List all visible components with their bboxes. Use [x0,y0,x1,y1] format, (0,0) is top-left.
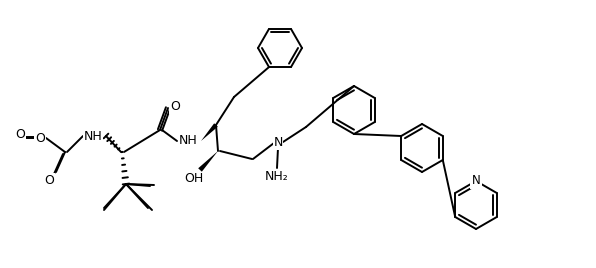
Text: NH: NH [83,129,103,143]
Polygon shape [201,123,218,141]
Text: N: N [274,136,283,150]
Text: O: O [15,128,25,140]
Text: O: O [170,100,180,114]
Text: N: N [471,174,480,188]
Text: OH: OH [184,173,204,185]
Text: O: O [35,132,45,144]
Text: NH: NH [179,135,197,147]
Polygon shape [198,151,218,172]
Text: O: O [44,173,54,187]
Text: O: O [35,132,45,144]
Text: NH₂: NH₂ [265,170,289,184]
